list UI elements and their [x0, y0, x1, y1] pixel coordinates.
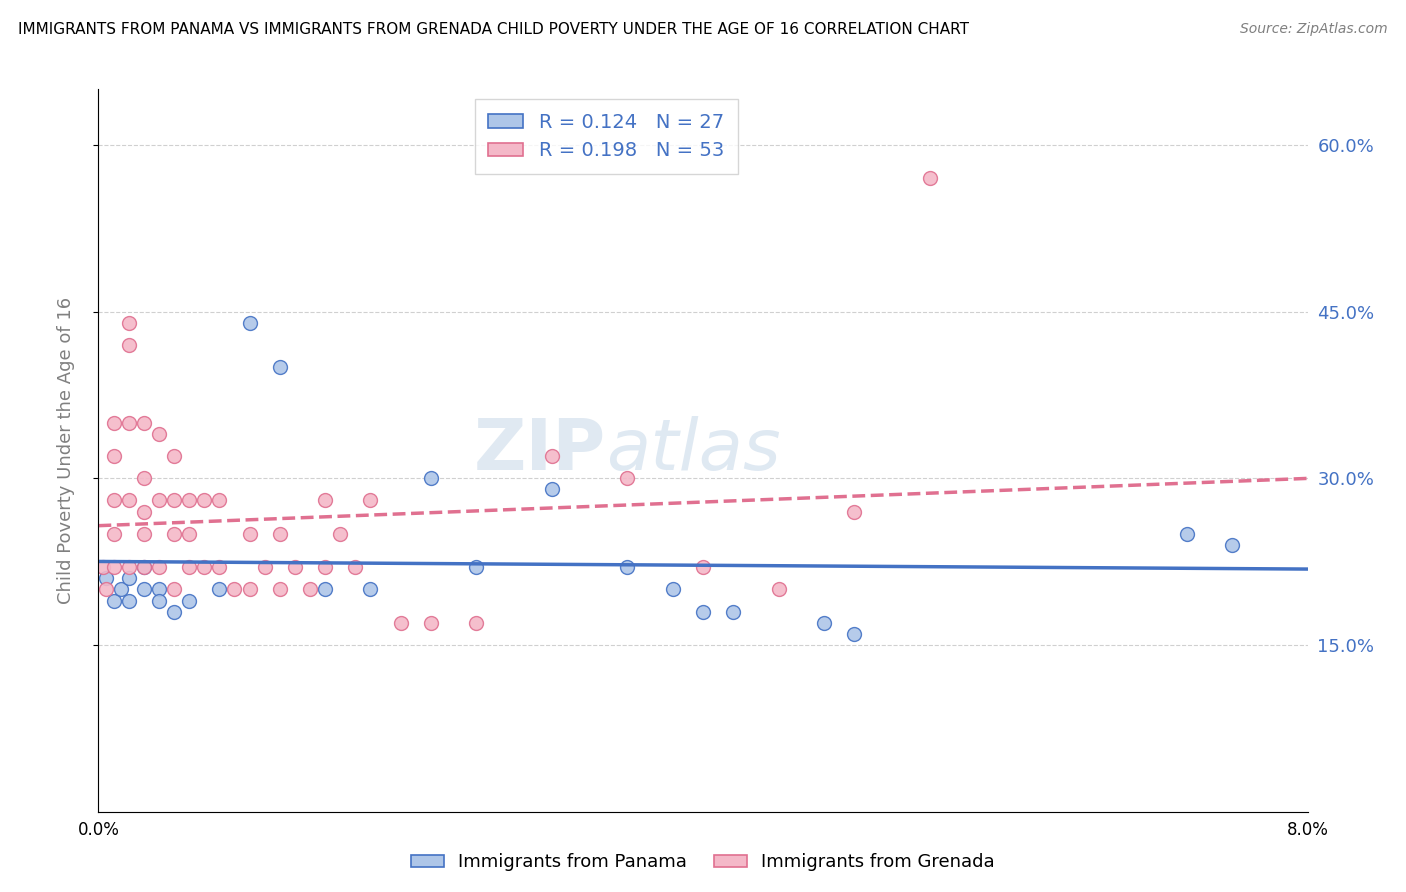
Point [661, 582, 683, 597]
Point [1175, 526, 1198, 541]
Point [540, 449, 562, 463]
Point [616, 560, 638, 574]
Point [844, 627, 866, 641]
Point [208, 582, 231, 597]
Point [540, 483, 562, 497]
Point [103, 560, 125, 574]
Point [239, 582, 262, 597]
Point [118, 560, 141, 574]
Point [844, 505, 866, 519]
Point [163, 526, 186, 541]
Point [224, 582, 246, 597]
Point [360, 582, 382, 597]
Point [420, 615, 443, 630]
Point [132, 526, 155, 541]
Point [389, 615, 412, 630]
Point [329, 526, 352, 541]
Point [132, 471, 155, 485]
Point [110, 582, 132, 597]
Point [768, 582, 790, 597]
Point [344, 560, 367, 574]
Legend: Immigrants from Panama, Immigrants from Grenada: Immigrants from Panama, Immigrants from … [404, 847, 1002, 879]
Point [723, 605, 745, 619]
Point [148, 426, 170, 441]
Text: ZIP: ZIP [474, 416, 606, 485]
Point [103, 493, 125, 508]
Point [299, 582, 322, 597]
Point [132, 560, 155, 574]
Point [1220, 538, 1243, 552]
Point [118, 416, 141, 430]
Point [208, 493, 231, 508]
Text: IMMIGRANTS FROM PANAMA VS IMMIGRANTS FROM GRENADA CHILD POVERTY UNDER THE AGE OF: IMMIGRANTS FROM PANAMA VS IMMIGRANTS FRO… [18, 22, 969, 37]
Point [163, 449, 186, 463]
Point [918, 171, 941, 186]
Point [94, 582, 117, 597]
Text: atlas: atlas [606, 416, 780, 485]
Point [193, 560, 215, 574]
Point [118, 493, 141, 508]
Point [269, 582, 291, 597]
Point [269, 360, 291, 375]
Point [118, 316, 141, 330]
Point [692, 560, 714, 574]
Point [314, 560, 336, 574]
Point [163, 582, 186, 597]
Point [118, 571, 141, 585]
Point [163, 493, 186, 508]
Point [118, 338, 141, 352]
Point [420, 471, 443, 485]
Point [314, 582, 336, 597]
Point [239, 526, 262, 541]
Point [284, 560, 307, 574]
Point [692, 605, 714, 619]
Point [103, 593, 125, 607]
Point [132, 416, 155, 430]
Point [269, 526, 291, 541]
Point [616, 471, 638, 485]
Point [314, 493, 336, 508]
Point [193, 493, 215, 508]
Point [239, 316, 262, 330]
Point [91, 560, 114, 574]
Point [465, 560, 488, 574]
Point [103, 449, 125, 463]
Point [813, 615, 835, 630]
Point [360, 493, 382, 508]
Point [179, 526, 201, 541]
Point [208, 560, 231, 574]
Point [163, 605, 186, 619]
Point [465, 615, 488, 630]
Point [148, 560, 170, 574]
Point [118, 593, 141, 607]
Legend: R = 0.124   N = 27, R = 0.198   N = 53: R = 0.124 N = 27, R = 0.198 N = 53 [475, 99, 738, 174]
Point [132, 582, 155, 597]
Point [94, 571, 117, 585]
Point [103, 416, 125, 430]
Point [148, 582, 170, 597]
Point [148, 593, 170, 607]
Point [179, 560, 201, 574]
Point [253, 560, 276, 574]
Y-axis label: Child Poverty Under the Age of 16: Child Poverty Under the Age of 16 [56, 297, 75, 604]
Point [148, 493, 170, 508]
Point [132, 560, 155, 574]
Point [179, 593, 201, 607]
Point [103, 526, 125, 541]
Point [179, 493, 201, 508]
Point [132, 505, 155, 519]
Text: Source: ZipAtlas.com: Source: ZipAtlas.com [1240, 22, 1388, 37]
